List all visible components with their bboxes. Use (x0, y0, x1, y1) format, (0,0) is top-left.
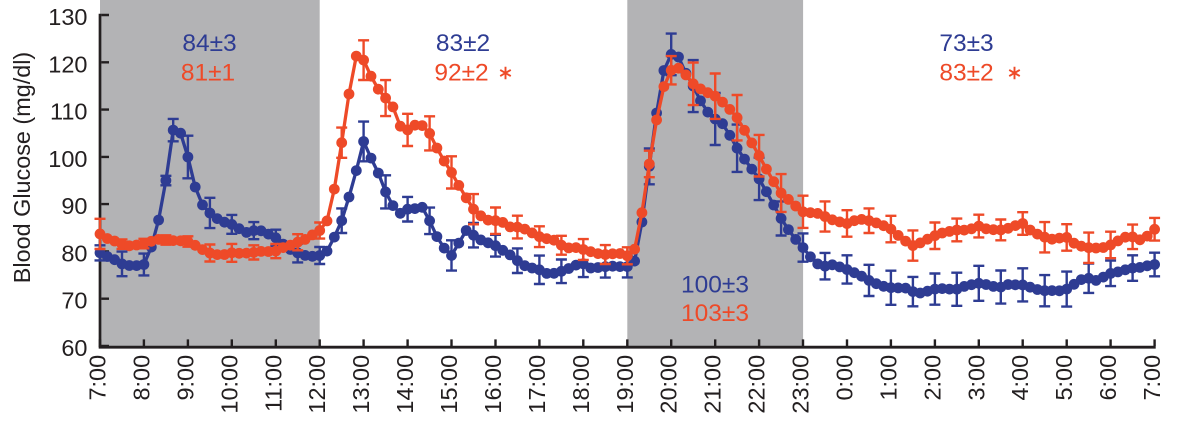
svg-text:80: 80 (61, 240, 87, 266)
svg-text:7:00: 7:00 (1139, 355, 1165, 401)
svg-text:100: 100 (48, 146, 87, 172)
svg-text:4:00: 4:00 (1007, 355, 1033, 401)
svg-text:15:00: 15:00 (436, 355, 462, 414)
svg-text:11:00: 11:00 (260, 355, 286, 412)
svg-text:9:00: 9:00 (172, 355, 198, 401)
svg-text:60: 60 (61, 335, 87, 361)
svg-text:3:00: 3:00 (963, 355, 989, 401)
svg-text:14:00: 14:00 (392, 355, 418, 414)
svg-text:5:00: 5:00 (1051, 355, 1077, 401)
svg-text:16:00: 16:00 (480, 355, 506, 414)
svg-text:8:00: 8:00 (128, 355, 154, 401)
svg-text:73±3: 73±3 (939, 30, 993, 57)
svg-text:92±2: 92±2 (434, 59, 488, 86)
svg-text:90: 90 (61, 193, 87, 219)
svg-text:12:00: 12:00 (304, 355, 330, 414)
svg-text:23:00: 23:00 (788, 355, 814, 414)
svg-text:6:00: 6:00 (1095, 355, 1121, 401)
svg-text:17:00: 17:00 (524, 355, 550, 414)
svg-text:Blood Glucose (mg/dl): Blood Glucose (mg/dl) (9, 52, 35, 283)
svg-text:20:00: 20:00 (656, 355, 682, 414)
svg-text:83±2: 83±2 (436, 30, 490, 57)
svg-text:1:00: 1:00 (875, 355, 901, 401)
svg-text:22:00: 22:00 (744, 355, 770, 414)
svg-text:120: 120 (48, 51, 87, 77)
svg-text:2:00: 2:00 (919, 355, 945, 401)
svg-text:21:00: 21:00 (700, 355, 726, 414)
svg-text:130: 130 (48, 4, 87, 30)
svg-text:7:00: 7:00 (85, 355, 111, 401)
svg-text:10:00: 10:00 (216, 355, 242, 414)
svg-text:110: 110 (50, 99, 87, 125)
svg-text:19:00: 19:00 (612, 355, 638, 414)
svg-text:81±1: 81±1 (181, 59, 235, 86)
svg-text:100±3: 100±3 (681, 271, 749, 298)
svg-text:84±3: 84±3 (182, 30, 236, 57)
svg-text:18:00: 18:00 (568, 355, 594, 414)
svg-text:70: 70 (61, 288, 87, 314)
svg-text:13:00: 13:00 (348, 355, 374, 414)
svg-text:0:00: 0:00 (832, 355, 858, 401)
svg-text:103±3: 103±3 (681, 300, 749, 327)
svg-text:83±2: 83±2 (939, 59, 993, 86)
